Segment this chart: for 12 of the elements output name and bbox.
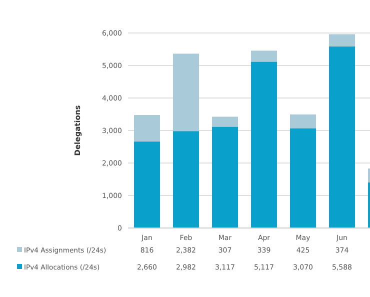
bar: [251, 62, 277, 228]
bar: [290, 128, 316, 228]
bar: [212, 126, 238, 228]
bar: [290, 114, 316, 128]
bar: [134, 142, 160, 228]
bar: [134, 115, 160, 142]
bar: [329, 46, 355, 228]
bar: [329, 34, 355, 46]
bar: [212, 116, 238, 127]
bar: [173, 131, 199, 228]
bar: [173, 54, 199, 132]
bar: [251, 50, 277, 62]
